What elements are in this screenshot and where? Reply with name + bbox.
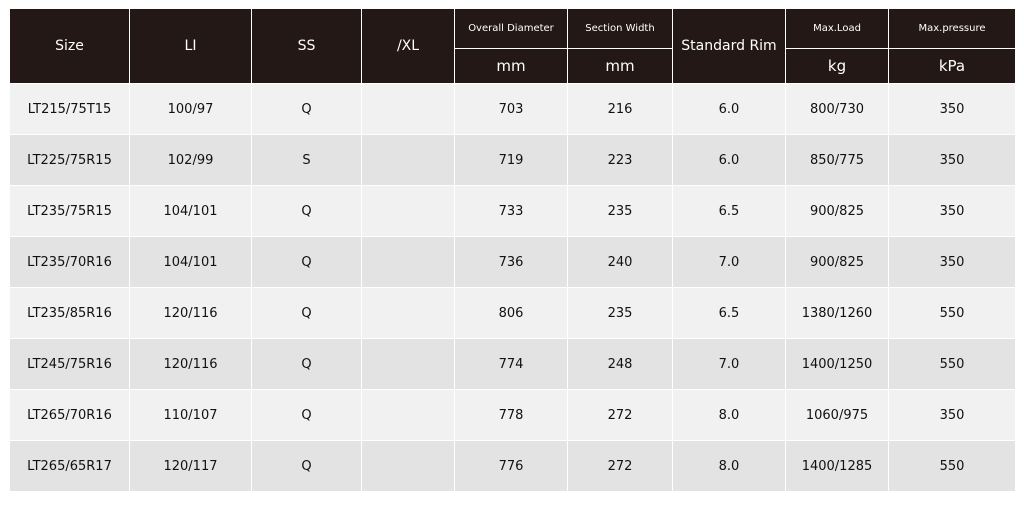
cell-li: 120/117 <box>129 440 252 492</box>
cell-max-load: 1380/1260 <box>785 287 889 339</box>
unit-max-load: kg <box>785 47 889 85</box>
cell-xl <box>361 287 455 339</box>
cell-section-width: 248 <box>567 338 673 390</box>
cell-standard-rim: 6.5 <box>672 287 786 339</box>
cell-max-load: 850/775 <box>785 134 889 186</box>
cell-section-width: 240 <box>567 236 673 288</box>
cell-xl <box>361 83 455 135</box>
header-ss: SS <box>251 8 362 84</box>
table-header: Size LI SS /XL Overall Diameter Section … <box>9 8 1016 85</box>
header-size: Size <box>9 8 130 84</box>
cell-li: 110/107 <box>129 389 252 441</box>
unit-overall-diameter: mm <box>454 47 568 85</box>
cell-li: 120/116 <box>129 287 252 339</box>
table-row: LT235/85R16 120/116 Q 806 235 6.5 1380/1260 550 <box>9 287 1016 339</box>
cell-ss: Q <box>251 83 362 135</box>
cell-max-load: 800/730 <box>785 83 889 135</box>
cell-xl <box>361 440 455 492</box>
header-xl: /XL <box>361 8 455 84</box>
cell-max-load: 1400/1285 <box>785 440 889 492</box>
cell-section-width: 223 <box>567 134 673 186</box>
cell-ss: Q <box>251 440 362 492</box>
cell-standard-rim: 6.0 <box>672 134 786 186</box>
unit-max-pressure: kPa <box>888 47 1016 85</box>
cell-li: 104/101 <box>129 236 252 288</box>
table-body: LT215/75T15 100/97 Q 703 216 6.0 800/730 350 LT2… <box>9 83 1016 492</box>
cell-size: LT245/75R16 <box>9 338 130 390</box>
tire-spec-table-container: Size LI SS /XL Overall Diameter Section … <box>9 8 1016 492</box>
cell-max-pressure: 350 <box>888 83 1016 135</box>
cell-section-width: 235 <box>567 287 673 339</box>
cell-standard-rim: 8.0 <box>672 389 786 441</box>
tire-spec-table: Size LI SS /XL Overall Diameter Section … <box>9 8 1016 492</box>
cell-ss: Q <box>251 185 362 237</box>
header-overall-diameter: Overall Diameter <box>454 8 568 49</box>
cell-size: LT215/75T15 <box>9 83 130 135</box>
cell-section-width: 235 <box>567 185 673 237</box>
cell-ss: Q <box>251 338 362 390</box>
cell-size: LT265/70R16 <box>9 389 130 441</box>
header-max-pressure: Max.pressure <box>888 8 1016 49</box>
header-max-load: Max.Load <box>785 8 889 49</box>
cell-li: 120/116 <box>129 338 252 390</box>
table-row: LT245/75R16 120/116 Q 774 248 7.0 1400/1250 550 <box>9 338 1016 390</box>
cell-max-load: 1060/975 <box>785 389 889 441</box>
cell-size: LT235/70R16 <box>9 236 130 288</box>
cell-ss: Q <box>251 236 362 288</box>
cell-ss: Q <box>251 287 362 339</box>
cell-section-width: 216 <box>567 83 673 135</box>
cell-max-pressure: 350 <box>888 185 1016 237</box>
cell-li: 102/99 <box>129 134 252 186</box>
cell-li: 100/97 <box>129 83 252 135</box>
unit-section-width: mm <box>567 47 673 85</box>
cell-size: LT235/75R15 <box>9 185 130 237</box>
cell-overall-diameter: 733 <box>454 185 568 237</box>
cell-overall-diameter: 719 <box>454 134 568 186</box>
cell-xl <box>361 134 455 186</box>
cell-xl <box>361 338 455 390</box>
cell-max-pressure: 350 <box>888 236 1016 288</box>
cell-overall-diameter: 774 <box>454 338 568 390</box>
cell-max-pressure: 550 <box>888 440 1016 492</box>
cell-max-load: 900/825 <box>785 185 889 237</box>
table-row: LT225/75R15 102/99 S 719 223 6.0 850/775 350 <box>9 134 1016 186</box>
cell-overall-diameter: 703 <box>454 83 568 135</box>
cell-size: LT225/75R15 <box>9 134 130 186</box>
cell-xl <box>361 389 455 441</box>
cell-section-width: 272 <box>567 440 673 492</box>
cell-standard-rim: 6.5 <box>672 185 786 237</box>
header-standard-rim: Standard Rim <box>672 8 786 84</box>
table-row: LT235/75R15 104/101 Q 733 235 6.5 900/825 350 <box>9 185 1016 237</box>
cell-overall-diameter: 778 <box>454 389 568 441</box>
cell-standard-rim: 7.0 <box>672 338 786 390</box>
cell-xl <box>361 236 455 288</box>
cell-size: LT265/65R17 <box>9 440 130 492</box>
cell-max-load: 900/825 <box>785 236 889 288</box>
cell-standard-rim: 7.0 <box>672 236 786 288</box>
cell-overall-diameter: 736 <box>454 236 568 288</box>
table-row: LT215/75T15 100/97 Q 703 216 6.0 800/730 350 <box>9 83 1016 135</box>
cell-max-pressure: 350 <box>888 134 1016 186</box>
cell-overall-diameter: 776 <box>454 440 568 492</box>
cell-ss: Q <box>251 389 362 441</box>
cell-overall-diameter: 806 <box>454 287 568 339</box>
cell-standard-rim: 8.0 <box>672 440 786 492</box>
header-section-width: Section Width <box>567 8 673 49</box>
cell-li: 104/101 <box>129 185 252 237</box>
cell-max-pressure: 550 <box>888 287 1016 339</box>
cell-standard-rim: 6.0 <box>672 83 786 135</box>
cell-xl <box>361 185 455 237</box>
cell-max-pressure: 350 <box>888 389 1016 441</box>
table-row: LT265/70R16 110/107 Q 778 272 8.0 1060/975 350 <box>9 389 1016 441</box>
table-row: LT235/70R16 104/101 Q 736 240 7.0 900/825 350 <box>9 236 1016 288</box>
table-row: LT265/65R17 120/117 Q 776 272 8.0 1400/1285 550 <box>9 440 1016 492</box>
cell-max-load: 1400/1250 <box>785 338 889 390</box>
cell-size: LT235/85R16 <box>9 287 130 339</box>
header-li: LI <box>129 8 252 84</box>
cell-ss: S <box>251 134 362 186</box>
cell-max-pressure: 550 <box>888 338 1016 390</box>
cell-section-width: 272 <box>567 389 673 441</box>
